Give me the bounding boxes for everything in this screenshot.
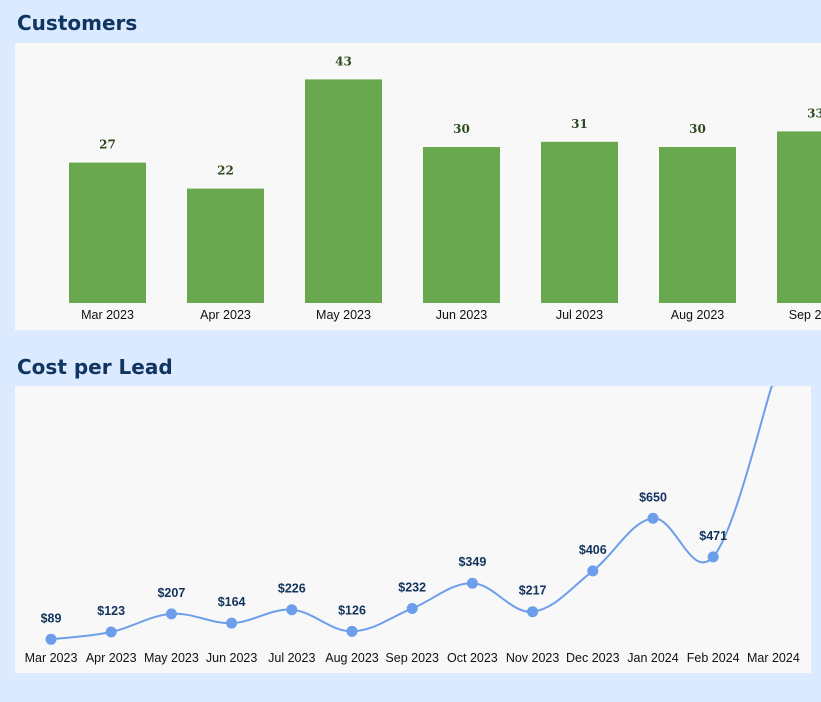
- cost-per-lead-point: [226, 617, 238, 629]
- cost-per-lead-x-tick-label: Jul 2023: [268, 651, 315, 665]
- customers-data-label: 31: [571, 117, 588, 131]
- cost-per-lead-x-tick-label: Feb 2024: [687, 651, 740, 665]
- cost-per-lead-data-label: $349: [458, 555, 486, 569]
- cost-per-lead-data-label: $126: [338, 603, 366, 617]
- customers-x-tick-label: May 2023: [316, 308, 371, 322]
- cost-per-lead-point: [286, 604, 298, 616]
- cost-per-lead-x-tick-label: Mar 2024: [747, 651, 800, 665]
- cost-per-lead-data-label: $471: [699, 529, 727, 543]
- cost-per-lead-data-label: $207: [157, 586, 185, 600]
- customers-data-label: 33: [807, 106, 821, 120]
- cost-per-lead-point: [707, 551, 719, 563]
- customers-bar: [69, 162, 146, 303]
- customers-bar: [305, 79, 382, 304]
- cost-per-lead-point: [105, 626, 117, 638]
- customers-data-label: 30: [689, 122, 706, 136]
- customers-x-tick-label: Sep 2023: [789, 308, 821, 322]
- customers-bar: [659, 147, 736, 303]
- customers-x-tick-label: Jul 2023: [556, 308, 603, 322]
- customers-data-label: 22: [217, 164, 234, 178]
- customers-x-tick-label: Aug 2023: [671, 308, 725, 322]
- cost-per-lead-chart-panel: $89 Mar 2023 $123 Apr 2023 $207 May 2023 $164 J…: [15, 386, 811, 673]
- customers-data-label: 43: [335, 54, 352, 68]
- cost-per-lead-point: [406, 602, 418, 614]
- customers-bar: [541, 141, 618, 303]
- cost-per-lead-data-label: $217: [519, 584, 547, 598]
- cost-per-lead-data-label: $164: [218, 595, 246, 609]
- cost-per-lead-point: [45, 633, 57, 645]
- customers-bar: [777, 131, 821, 303]
- cost-per-lead-x-tick-label: Dec 2023: [566, 651, 620, 665]
- cost-per-lead-point: [647, 512, 659, 524]
- customers-x-tick-label: Mar 2023: [81, 308, 134, 322]
- cost-per-lead-x-tick-label: May 2023: [144, 651, 199, 665]
- customers-x-tick-label: Apr 2023: [200, 308, 251, 322]
- cost-per-lead-data-label: $406: [579, 543, 607, 557]
- cost-per-lead-x-tick-label: Mar 2023: [25, 651, 78, 665]
- cost-per-lead-point: [466, 577, 478, 589]
- customers-data-label: 27: [99, 138, 116, 152]
- cost-per-lead-point: [165, 608, 177, 620]
- cost-per-lead-data-label: $232: [398, 580, 426, 594]
- cost-per-lead-point: [527, 606, 539, 618]
- customers-chart-panel: 27 Mar 2023 22 Apr 2023 43 May 2023 30 Jun 2023…: [15, 43, 821, 330]
- cost-per-lead-x-tick-label: Nov 2023: [506, 651, 560, 665]
- customers-data-label: 30: [453, 122, 470, 136]
- cost-per-lead-data-label: $226: [278, 582, 306, 596]
- cost-per-lead-x-tick-label: Jan 2024: [627, 651, 678, 665]
- customers-bar: [187, 188, 264, 303]
- cost-per-lead-x-tick-label: Aug 2023: [325, 651, 379, 665]
- customers-bar: [423, 147, 500, 303]
- cost-per-lead-x-tick-label: Apr 2023: [86, 651, 137, 665]
- cost-per-lead-line-chart: $89 Mar 2023 $123 Apr 2023 $207 May 2023 $164 J…: [25, 386, 800, 665]
- customers-chart-title: Customers: [17, 11, 138, 35]
- cost-per-lead-series-line: [50, 386, 773, 641]
- cost-per-lead-point: [346, 625, 358, 637]
- cost-per-lead-x-tick-label: Sep 2023: [385, 651, 439, 665]
- customers-x-tick-label: Jun 2023: [436, 308, 487, 322]
- cost-per-lead-data-label: $123: [97, 604, 125, 618]
- cost-per-lead-point: [587, 565, 599, 577]
- cost-per-lead-data-label: $89: [41, 611, 62, 625]
- cost-per-lead-x-tick-label: Jun 2023: [206, 651, 257, 665]
- cost-per-lead-x-tick-label: Oct 2023: [447, 651, 498, 665]
- cost-per-lead-data-label: $650: [639, 490, 667, 504]
- customers-bar-chart: 27 Mar 2023 22 Apr 2023 43 May 2023 30 Jun 2023…: [69, 54, 821, 322]
- cost-per-lead-chart-title: Cost per Lead: [17, 355, 173, 379]
